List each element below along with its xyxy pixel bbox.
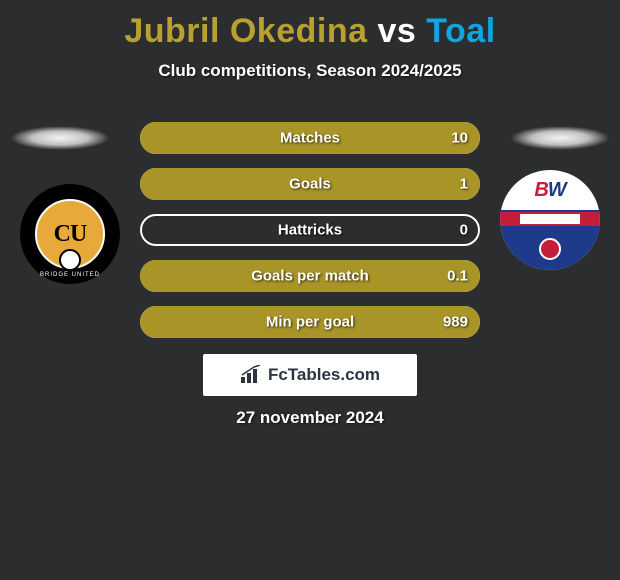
player2-name: Toal xyxy=(426,12,495,50)
club-right-abbrev: BW xyxy=(534,179,565,202)
stat-value: 989 xyxy=(443,314,468,331)
stat-bar: Goals 1 xyxy=(140,168,480,200)
stats-bars: Matches 10 Goals 1 Hattricks 0 Goals per match… xyxy=(140,122,480,352)
player1-name: Jubril Okedina xyxy=(124,12,367,50)
stat-label: Hattricks xyxy=(278,222,342,239)
stat-bar: Min per goal 989 xyxy=(140,306,480,338)
club-badge-left: CU BRIDGE UNITED xyxy=(20,184,120,284)
stat-value: 0 xyxy=(460,222,468,239)
bar-chart-icon xyxy=(240,365,262,385)
club-left-abbrev: CU xyxy=(54,221,87,248)
stat-bar: Goals per match 0.1 xyxy=(140,260,480,292)
subtitle: Club competitions, Season 2024/2025 xyxy=(0,61,620,81)
stat-value: 1 xyxy=(460,176,468,193)
brand-name: FcTables.com xyxy=(268,365,380,385)
vs-text: vs xyxy=(377,12,416,50)
stat-label: Min per goal xyxy=(266,314,354,331)
soccer-ball-icon xyxy=(59,249,81,271)
stat-bar: Hattricks 0 xyxy=(140,214,480,246)
brand-box: FcTables.com xyxy=(203,354,417,396)
stat-label: Goals xyxy=(289,176,331,193)
player2-shadow xyxy=(510,126,610,150)
player1-shadow xyxy=(10,126,110,150)
stat-bar: Matches 10 xyxy=(140,122,480,154)
rose-icon xyxy=(539,238,561,260)
stat-value: 0.1 xyxy=(447,268,468,285)
ribbon-icon xyxy=(520,214,580,224)
club-left-ring: BRIDGE UNITED xyxy=(40,272,100,278)
stat-label: Matches xyxy=(280,130,340,147)
stat-value: 10 xyxy=(451,130,468,147)
comparison-title: Jubril Okedina vs Toal xyxy=(0,0,620,51)
club-badge-right: BW xyxy=(500,170,600,270)
date-text: 27 november 2024 xyxy=(0,408,620,428)
stat-label: Goals per match xyxy=(251,268,369,285)
